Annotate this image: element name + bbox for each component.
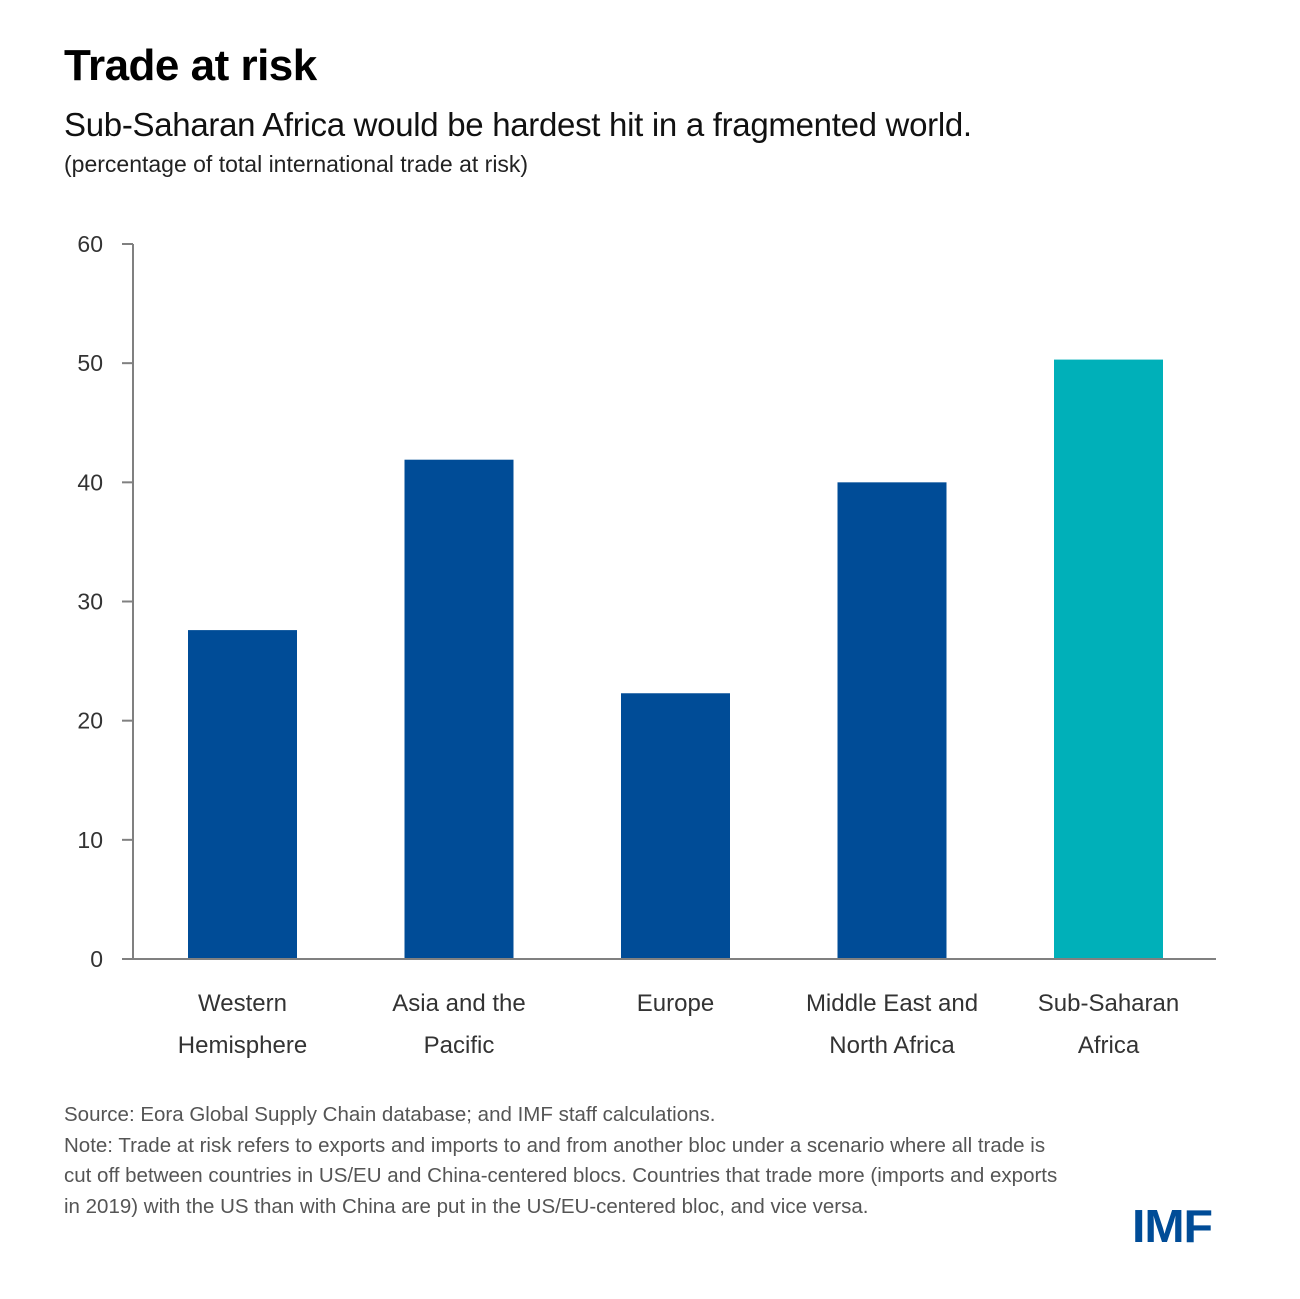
x-category-label-line: Hemisphere — [178, 1032, 307, 1059]
bar-chart: 0 10 20 30 40 50 60 Western Hemisphere Asia and … — [77, 231, 1216, 1059]
x-category-label: Western Hemisphere — [178, 990, 307, 1059]
bars — [188, 359, 1163, 959]
x-category-label-line: Sub-Saharan — [1038, 990, 1179, 1017]
bar — [621, 693, 730, 959]
y-tick-label: 60 — [77, 231, 103, 257]
x-category-label: Asia and the Pacific — [392, 990, 525, 1059]
bar — [188, 630, 297, 959]
x-category-label-line: Africa — [1078, 1032, 1140, 1059]
x-axis-labels: Western Hemisphere Asia and the Pacific Euro… — [178, 990, 1179, 1059]
x-category-label: Middle East and North Africa — [806, 990, 978, 1059]
x-category-label-line: Pacific — [424, 1032, 495, 1059]
x-category-label-line: Middle East and — [806, 990, 978, 1017]
bar — [1054, 359, 1163, 959]
bar — [837, 482, 947, 959]
bar — [404, 459, 514, 959]
y-axis: 0 10 20 30 40 50 60 — [77, 231, 134, 972]
imf-logo: IMF — [1132, 1200, 1213, 1252]
x-category-label: Sub-Saharan Africa — [1038, 990, 1179, 1059]
x-category-label-line: Western — [198, 990, 287, 1017]
x-category-label: Europe — [637, 990, 714, 1017]
chart-subtitle: Sub-Saharan Africa would be hardest hit … — [64, 106, 972, 143]
y-tick-label: 30 — [77, 589, 103, 615]
y-tick-label: 40 — [77, 469, 103, 495]
source-note: Source: Eora Global Supply Chain databas… — [64, 1103, 716, 1126]
y-tick-label: 20 — [77, 708, 103, 734]
x-category-label-line: Europe — [637, 990, 714, 1017]
units-label: (percentage of total international trade… — [64, 151, 529, 177]
y-tick-label: 50 — [77, 350, 103, 376]
note-text: Note: Trade at risk refers to exports an… — [64, 1133, 1058, 1218]
x-category-label-line: North Africa — [829, 1032, 955, 1059]
y-tick-label: 0 — [90, 946, 103, 972]
x-category-label-line: Asia and the — [392, 990, 525, 1017]
y-tick-label: 10 — [77, 827, 103, 853]
chart-title: Trade at risk — [64, 41, 317, 90]
footnotes: Source: Eora Global Supply Chain databas… — [64, 1100, 1074, 1222]
